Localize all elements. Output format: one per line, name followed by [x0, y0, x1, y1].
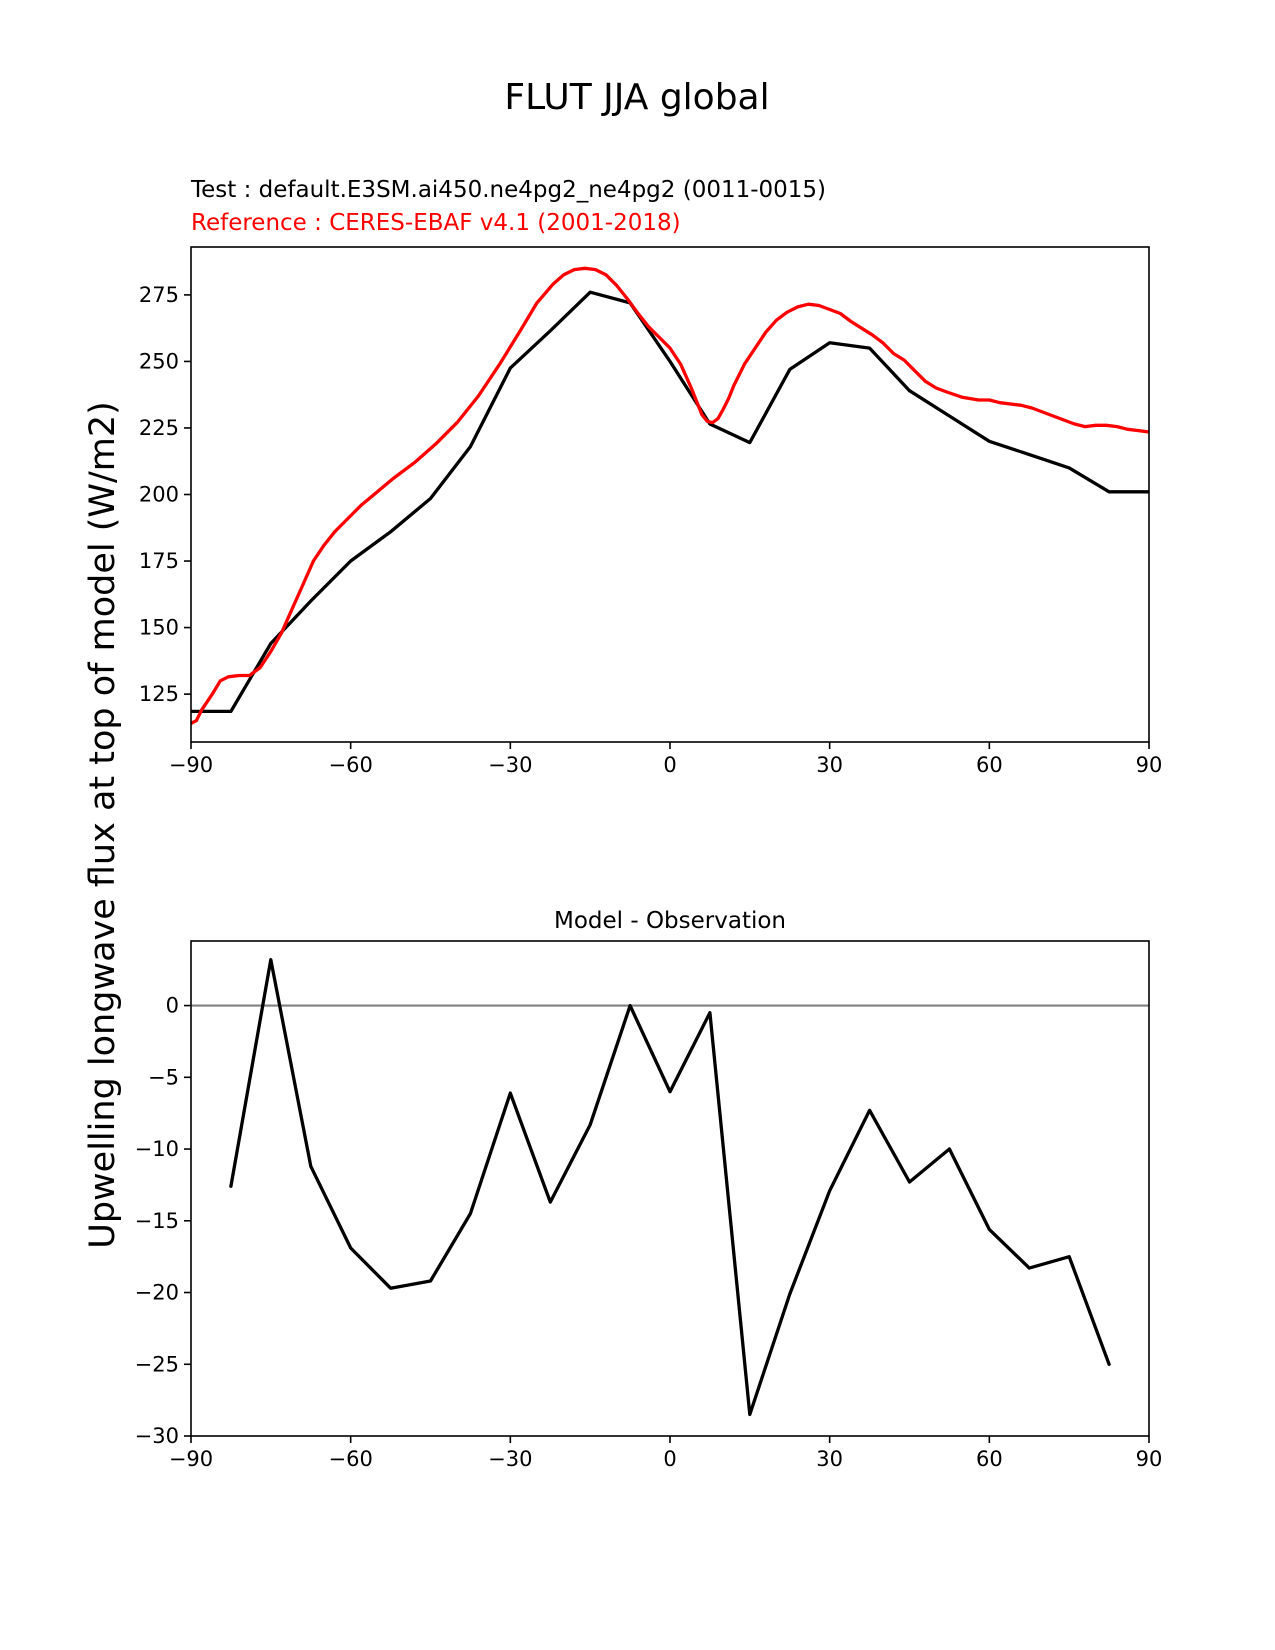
x-tick-label: −30: [488, 753, 532, 777]
y-tick-label: 250: [139, 349, 179, 373]
y-tick-label: 225: [139, 416, 179, 440]
difference-axes-frame: [190, 940, 1150, 1437]
difference-series-line: [229, 958, 1111, 1417]
difference-y-axis: −30 −25 −20 −15 −10 −5 0: [135, 994, 191, 1448]
flux-axes-frame: [190, 246, 1150, 743]
y-tick-label: 200: [139, 483, 179, 507]
y-tick-label: 150: [139, 616, 179, 640]
y-tick-label: −10: [135, 1137, 179, 1161]
y-tick-label: −20: [135, 1281, 179, 1305]
x-tick-label: −60: [329, 1447, 373, 1471]
y-tick-label: −5: [148, 1065, 179, 1089]
y-tick-label: 175: [139, 549, 179, 573]
x-tick-label: 60: [976, 1447, 1003, 1471]
x-tick-label: 0: [663, 1447, 676, 1471]
x-tick-label: 90: [1136, 753, 1163, 777]
test-title: Test : default.E3SM.ai450.ne4pg2_ne4pg2 …: [190, 177, 826, 203]
y-tick-label: −25: [135, 1352, 179, 1376]
y-tick-label: −15: [135, 1209, 179, 1233]
difference-title: Model - Observation: [554, 908, 786, 934]
flux-plot-area: [191, 266, 1149, 726]
x-tick-label: 60: [976, 753, 1003, 777]
difference-panel: Model - Observation −90 −60 −30 0 30 60 90 −30…: [135, 908, 1163, 1471]
figure-suptitle: FLUT JJA global: [504, 77, 769, 118]
x-tick-label: 30: [816, 1447, 843, 1471]
difference-x-axis: −90 −60 −30 0 30 60 90: [169, 1436, 1163, 1471]
x-tick-label: 30: [816, 753, 843, 777]
figure-ylabel: Upwelling longwave flux at top of model …: [83, 401, 123, 1249]
flux-panel: Test : default.E3SM.ai450.ne4pg2_ne4pg2 …: [139, 177, 1162, 777]
x-tick-label: −30: [488, 1447, 532, 1471]
reference-title: Reference : CERES-EBAF v4.1 (2001-2018): [191, 210, 681, 236]
x-tick-label: 90: [1136, 1447, 1163, 1471]
x-tick-label: −90: [169, 753, 213, 777]
flux-y-axis: 125 150 175 200 225 250 275: [139, 283, 191, 706]
y-tick-label: 125: [139, 682, 179, 706]
flux-x-axis: −90 −60 −30 0 30 60 90: [169, 742, 1163, 777]
y-tick-label: 0: [166, 994, 179, 1018]
y-tick-label: 275: [139, 283, 179, 307]
difference-plot-area: [191, 958, 1149, 1417]
reference-series-line: [191, 266, 1149, 726]
x-tick-label: −60: [329, 753, 373, 777]
x-tick-label: −90: [169, 1447, 213, 1471]
x-tick-label: 0: [663, 753, 676, 777]
y-tick-label: −30: [135, 1424, 179, 1448]
test-series-line: [191, 290, 1149, 714]
